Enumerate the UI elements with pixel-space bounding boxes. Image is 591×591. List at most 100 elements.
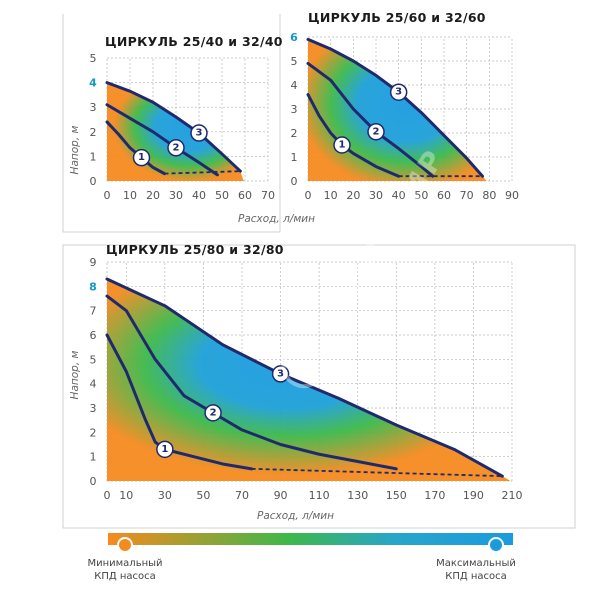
chart-2-ytick-2: 2 <box>291 127 298 140</box>
chart-3-ytick-8: 8 <box>89 280 97 293</box>
chart-1-badge-3: 3 <box>190 124 208 142</box>
chart-3-xtick-6: 110 <box>309 489 330 502</box>
chart-1-badge-circle-3 <box>190 124 208 142</box>
chart-3-badge-label-2: 2 <box>210 407 217 418</box>
chart-3-xtick-8: 150 <box>386 489 407 502</box>
min-efficiency-marker <box>117 537 133 553</box>
chart-1-curve-3 <box>105 81 242 173</box>
max-efficiency-marker <box>488 537 504 553</box>
chart-title-3: ЦИРКУЛЬ 25/80 и 32/80 <box>106 242 284 257</box>
max-efficiency-label-line2: КПД насоса <box>445 571 507 582</box>
chart-3-ytick-9: 9 <box>90 256 97 269</box>
chart-3-ytick-3: 3 <box>90 402 97 415</box>
chart-3-ytick-0: 0 <box>90 475 97 488</box>
chart-3-badge-circle-1 <box>156 440 174 459</box>
chart-2-xtick-0: 0 <box>305 189 312 202</box>
y-axis-title-1: Напор, м <box>69 125 81 174</box>
chart-1-ytick-5: 5 <box>90 52 97 65</box>
chart-3-ytick-5: 5 <box>90 353 97 366</box>
x-axis-title-3: Расход, л/мин <box>257 510 334 522</box>
chart-1-xtick-0: 0 <box>104 189 111 202</box>
chart-2-badge-3: 3 <box>389 83 408 101</box>
chart-title-2: ЦИРКУЛЬ 25/60 и 32/60 <box>308 10 486 25</box>
chart-2-badge-circle-1 <box>333 136 351 154</box>
chart-1-badge-label-2: 2 <box>173 142 180 153</box>
chart-3-xtick-2: 30 <box>158 489 172 502</box>
chart-3-ytick-7: 7 <box>90 305 97 318</box>
chart-3-xtick-1: 10 <box>119 489 133 502</box>
chart-1-xtick-7: 70 <box>261 189 275 202</box>
chart-1-badge-label-3: 3 <box>196 128 203 139</box>
chart-3-ytick-1: 1 <box>90 451 97 464</box>
chart-2-xtick-8: 80 <box>482 189 496 202</box>
chart-3-badge-1: 1 <box>156 440 174 459</box>
chart-2-xtick-1: 10 <box>324 189 338 202</box>
min-efficiency-label-line2: КПД насоса <box>94 571 156 582</box>
chart-1-dashed-baseline <box>164 170 241 175</box>
chart-1-xtick-1: 10 <box>123 189 137 202</box>
chart-2-ytick-5: 5 <box>291 55 298 68</box>
chart-2-badge-1: 1 <box>333 136 351 154</box>
y-axis-title-3: Напор, м <box>69 350 81 399</box>
chart-1-xtick-5: 50 <box>215 189 229 202</box>
panel-frame-bottom <box>62 244 576 529</box>
panel-frame-top-left <box>62 14 280 233</box>
chart-1-xtick-6: 60 <box>238 189 252 202</box>
chart-3-xtick-0: 0 <box>104 489 111 502</box>
chart-2-xtick-6: 60 <box>437 189 451 202</box>
chart-2-ytick-0: 0 <box>291 175 298 188</box>
chart-3-efficiency-area <box>107 279 511 481</box>
chart-3-xtick-5: 90 <box>274 489 288 502</box>
chart-1-xtick-4: 40 <box>192 189 206 202</box>
chart-2-ytick-1: 1 <box>291 151 298 164</box>
chart-3-badge-label-1: 1 <box>161 444 168 455</box>
chart-1-curve-2 <box>105 103 219 177</box>
chart-2-badge-2: 2 <box>367 123 385 141</box>
chart-3-ytick-2: 2 <box>90 426 97 439</box>
max-efficiency-label-line1: Максимальный <box>436 558 516 569</box>
chart-2-badge-circle-3 <box>389 83 408 101</box>
chart-2-badge-label-3: 3 <box>395 87 402 98</box>
chart-2-ytick-6: 6 <box>290 31 298 44</box>
chart-1-badge-circle-2 <box>167 139 185 157</box>
chart-2-badge-circle-2 <box>367 123 385 141</box>
chart-2-xtick-4: 40 <box>392 189 406 202</box>
chart-1-ytick-4: 4 <box>89 77 97 90</box>
chart-3-curve-3 <box>105 277 504 478</box>
chart-1-xtick-2: 20 <box>146 189 160 202</box>
chart-3-badge-3: 3 <box>271 365 290 383</box>
chart-1-badge-1: 1 <box>132 148 151 167</box>
chart-1-xtick-3: 30 <box>169 189 183 202</box>
chart-2-xtick-5: 50 <box>414 189 428 202</box>
chart-1-badge-2: 2 <box>167 139 185 157</box>
chart-2-xtick-3: 30 <box>369 189 383 202</box>
chart-3-xtick-10: 190 <box>463 489 484 502</box>
chart-2-ytick-4: 4 <box>291 79 298 92</box>
efficiency-gradient-bar <box>108 533 513 545</box>
chart-1-ytick-3: 3 <box>90 101 97 114</box>
chart-3-xtick-3: 50 <box>196 489 210 502</box>
chart-1-ytick-0: 0 <box>90 175 97 188</box>
chart-title-1: ЦИРКУЛЬ 25/40 и 32/40 <box>105 34 283 49</box>
chart-2-xtick-7: 70 <box>460 189 474 202</box>
chart-3-xtick-7: 130 <box>347 489 368 502</box>
chart-2-efficiency-area <box>308 39 487 182</box>
chart-2-xtick-9: 90 <box>505 189 519 202</box>
chart-3-xtick-9: 170 <box>424 489 445 502</box>
chart-3-xtick-4: 70 <box>235 489 249 502</box>
x-axis-title-1: Расход, л/мин <box>238 213 315 225</box>
chart-3-badge-circle-2 <box>204 404 222 422</box>
chart-1-badge-circle-1 <box>132 148 151 167</box>
chart-1-ytick-2: 2 <box>90 126 97 139</box>
chart-2-badge-label-1: 1 <box>339 140 346 151</box>
chart-2-xtick-2: 20 <box>346 189 360 202</box>
chart-3-badge-2: 2 <box>204 404 222 422</box>
chart-3-ytick-4: 4 <box>90 378 97 391</box>
chart-1-badge-label-1: 1 <box>138 152 145 163</box>
efficiency-legend: Минимальный КПД насоса Максимальный КПД … <box>87 533 516 582</box>
chart-3-ytick-6: 6 <box>90 329 97 342</box>
min-efficiency-label-line1: Минимальный <box>87 558 162 569</box>
